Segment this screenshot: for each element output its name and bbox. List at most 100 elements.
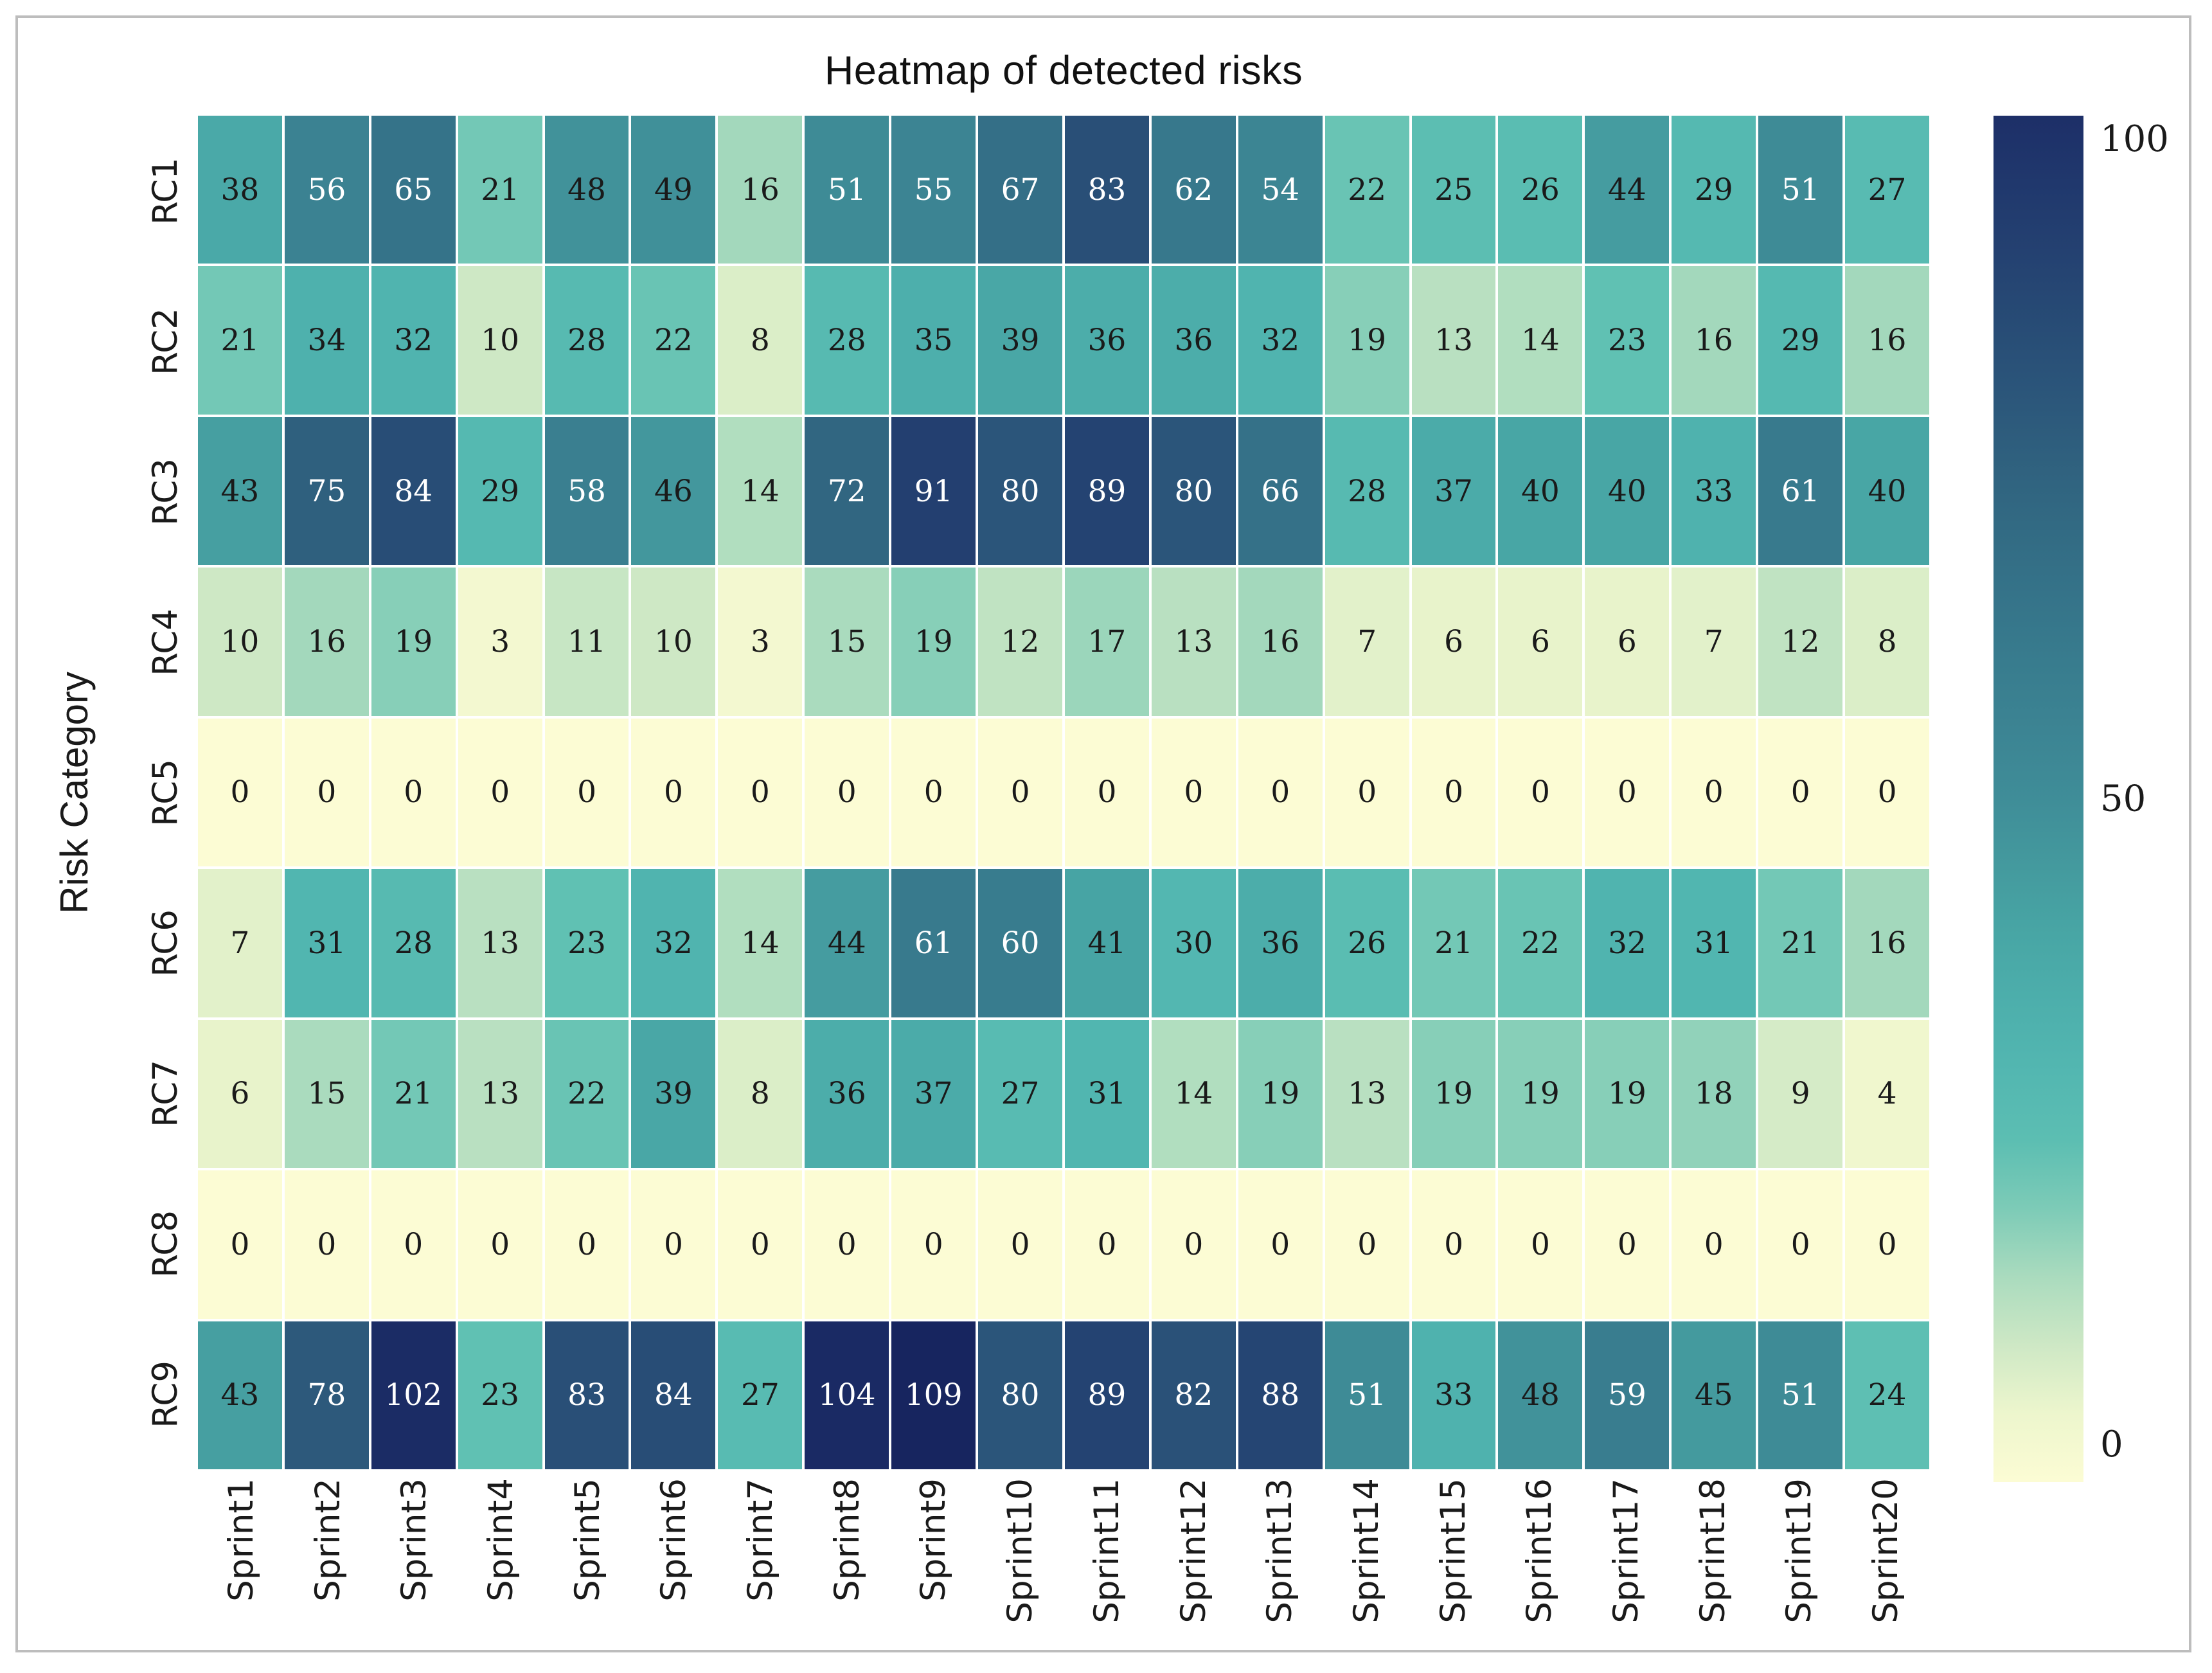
heatmap-cell-RC4-Sprint4: 3 bbox=[458, 568, 542, 716]
heatmap-cell-RC8-Sprint18: 0 bbox=[1672, 1170, 1756, 1319]
heatmap-cell-RC7-Sprint20: 4 bbox=[1845, 1019, 1929, 1168]
heatmap-cell-RC4-Sprint18: 7 bbox=[1672, 568, 1756, 716]
y-tick-label: RC5 bbox=[145, 758, 185, 827]
heatmap-cell-RC7-Sprint5: 22 bbox=[544, 1019, 629, 1168]
heatmap-cell-RC1-Sprint14: 22 bbox=[1325, 116, 1409, 264]
heatmap-cell-RC5-Sprint15: 0 bbox=[1411, 718, 1496, 867]
heatmap-cell-RC1-Sprint4: 21 bbox=[458, 116, 542, 264]
heatmap-cell-RC5-Sprint14: 0 bbox=[1325, 718, 1409, 867]
x-tick-Sprint11: Sprint11 bbox=[1064, 1478, 1150, 1671]
x-tick-label: Sprint12 bbox=[1173, 1478, 1213, 1624]
heatmap-cell-RC9-Sprint18: 45 bbox=[1672, 1321, 1756, 1469]
heatmap-cell-RC8-Sprint9: 0 bbox=[891, 1170, 976, 1319]
x-tick-label: Sprint1 bbox=[221, 1478, 261, 1602]
x-tick-label: Sprint17 bbox=[1607, 1478, 1646, 1624]
x-tick-label: Sprint11 bbox=[1087, 1478, 1127, 1624]
x-tick-label: Sprint3 bbox=[395, 1478, 434, 1602]
heatmap-cell-RC5-Sprint20: 0 bbox=[1845, 718, 1929, 867]
heatmap-cell-RC3-Sprint1: 43 bbox=[198, 416, 282, 566]
heatmap-cell-RC8-Sprint8: 0 bbox=[805, 1170, 889, 1319]
heatmap-cell-RC6-Sprint15: 21 bbox=[1411, 869, 1496, 1017]
heatmap-cell-RC7-Sprint14: 13 bbox=[1325, 1019, 1409, 1168]
x-axis-tick-labels: Sprint1 Sprint2 Sprint3 Sprint4 Sprint5 Sprin… bbox=[198, 1478, 1929, 1671]
heatmap-cell-RC6-Sprint11: 41 bbox=[1064, 869, 1149, 1017]
heatmap-cell-RC2-Sprint4: 10 bbox=[458, 266, 542, 415]
x-tick-label: Sprint20 bbox=[1866, 1478, 1906, 1624]
heatmap-cell-RC5-Sprint11: 0 bbox=[1064, 718, 1149, 867]
heatmap-cell-RC4-Sprint14: 7 bbox=[1325, 568, 1409, 716]
heatmap-cell-RC9-Sprint16: 48 bbox=[1498, 1321, 1583, 1469]
x-tick-label: Sprint4 bbox=[481, 1478, 521, 1602]
heatmap-cell-RC9-Sprint12: 82 bbox=[1151, 1321, 1236, 1469]
heatmap-cell-RC8-Sprint15: 0 bbox=[1411, 1170, 1496, 1319]
heatmap-cell-RC1-Sprint18: 29 bbox=[1672, 116, 1756, 264]
heatmap-cell-RC5-Sprint16: 0 bbox=[1498, 718, 1583, 867]
heatmap-cell-RC9-Sprint19: 51 bbox=[1758, 1321, 1843, 1469]
heatmap-cell-RC5-Sprint13: 0 bbox=[1238, 718, 1323, 867]
y-tick-label: RC8 bbox=[145, 1210, 185, 1278]
heatmap-cell-RC9-Sprint14: 51 bbox=[1325, 1321, 1409, 1469]
heatmap-cell-RC8-Sprint1: 0 bbox=[198, 1170, 282, 1319]
heatmap-cell-RC6-Sprint12: 30 bbox=[1151, 869, 1236, 1017]
heatmap-cell-RC2-Sprint2: 34 bbox=[284, 266, 369, 415]
x-tick-label: Sprint13 bbox=[1260, 1478, 1300, 1624]
heatmap-cell-RC4-Sprint5: 11 bbox=[544, 568, 629, 716]
heatmap-cell-RC7-Sprint2: 15 bbox=[284, 1019, 369, 1168]
y-tick-label: RC2 bbox=[145, 307, 185, 375]
heatmap-cell-RC7-Sprint12: 14 bbox=[1151, 1019, 1236, 1168]
heatmap-cell-RC3-Sprint3: 84 bbox=[371, 416, 456, 566]
heatmap-cell-RC1-Sprint8: 51 bbox=[805, 116, 889, 264]
heatmap-cell-RC8-Sprint6: 0 bbox=[631, 1170, 716, 1319]
heatmap-cell-RC6-Sprint6: 32 bbox=[631, 869, 716, 1017]
heatmap-cell-RC3-Sprint17: 40 bbox=[1585, 416, 1670, 566]
heatmap-cell-RC1-Sprint5: 48 bbox=[544, 116, 629, 264]
heatmap-cell-RC5-Sprint17: 0 bbox=[1585, 718, 1670, 867]
heatmap-cell-RC8-Sprint11: 0 bbox=[1064, 1170, 1149, 1319]
heatmap-cell-RC4-Sprint11: 17 bbox=[1064, 568, 1149, 716]
heatmap-cell-RC9-Sprint11: 89 bbox=[1064, 1321, 1149, 1469]
x-tick-Sprint4: Sprint4 bbox=[458, 1478, 544, 1671]
heatmap-cell-RC3-Sprint13: 66 bbox=[1238, 416, 1323, 566]
heatmap-cell-RC6-Sprint1: 7 bbox=[198, 869, 282, 1017]
heatmap-cell-RC9-Sprint20: 24 bbox=[1845, 1321, 1929, 1469]
heatmap-cell-RC4-Sprint9: 19 bbox=[891, 568, 976, 716]
heatmap-cell-RC5-Sprint12: 0 bbox=[1151, 718, 1236, 867]
heatmap-cell-RC2-Sprint16: 14 bbox=[1498, 266, 1583, 415]
colorbar bbox=[1993, 116, 2083, 1482]
colorbar-tick-labels: 100 50 0 bbox=[2100, 116, 2209, 1482]
heatmap-cell-RC6-Sprint7: 14 bbox=[718, 869, 803, 1017]
heatmap-cell-RC7-Sprint4: 13 bbox=[458, 1019, 542, 1168]
heatmap-cell-RC2-Sprint20: 16 bbox=[1845, 266, 1929, 415]
heatmap-cell-RC1-Sprint13: 54 bbox=[1238, 116, 1323, 264]
heatmap-cell-RC6-Sprint9: 61 bbox=[891, 869, 976, 1017]
heatmap-cell-RC7-Sprint1: 6 bbox=[198, 1019, 282, 1168]
heatmap-cell-RC1-Sprint3: 65 bbox=[371, 116, 456, 264]
x-tick-Sprint20: Sprint20 bbox=[1842, 1478, 1929, 1671]
y-tick-label: RC4 bbox=[145, 608, 185, 676]
heatmap-cell-RC4-Sprint2: 16 bbox=[284, 568, 369, 716]
heatmap-cell-RC5-Sprint7: 0 bbox=[718, 718, 803, 867]
heatmap-cell-RC8-Sprint20: 0 bbox=[1845, 1170, 1929, 1319]
y-axis-tick-labels: RC1 RC2 RC3 RC4 RC5 RC6 RC7 RC8 RC9 bbox=[136, 116, 194, 1469]
heatmap-cell-RC2-Sprint19: 29 bbox=[1758, 266, 1843, 415]
x-tick-Sprint10: Sprint10 bbox=[977, 1478, 1064, 1671]
y-tick-label: RC7 bbox=[145, 1059, 185, 1127]
heatmap-cell-RC4-Sprint13: 16 bbox=[1238, 568, 1323, 716]
heatmap-cell-RC3-Sprint16: 40 bbox=[1498, 416, 1583, 566]
heatmap-cell-RC8-Sprint14: 0 bbox=[1325, 1170, 1409, 1319]
heatmap-cell-RC6-Sprint2: 31 bbox=[284, 869, 369, 1017]
x-tick-Sprint12: Sprint12 bbox=[1150, 1478, 1237, 1671]
x-tick-label: Sprint8 bbox=[827, 1478, 867, 1602]
heatmap-cell-RC2-Sprint10: 39 bbox=[978, 266, 1062, 415]
heatmap-cell-RC1-Sprint10: 67 bbox=[978, 116, 1062, 264]
y-tick-RC4: RC4 bbox=[136, 567, 194, 717]
heatmap-cell-RC9-Sprint1: 43 bbox=[198, 1321, 282, 1469]
heatmap-cell-RC5-Sprint8: 0 bbox=[805, 718, 889, 867]
heatmap-cell-RC6-Sprint16: 22 bbox=[1498, 869, 1583, 1017]
x-tick-Sprint1: Sprint1 bbox=[198, 1478, 285, 1671]
heatmap-cell-RC8-Sprint3: 0 bbox=[371, 1170, 456, 1319]
heatmap-cell-RC5-Sprint18: 0 bbox=[1672, 718, 1756, 867]
heatmap-cell-RC5-Sprint9: 0 bbox=[891, 718, 976, 867]
heatmap-cell-RC7-Sprint10: 27 bbox=[978, 1019, 1062, 1168]
heatmap-cell-RC5-Sprint1: 0 bbox=[198, 718, 282, 867]
